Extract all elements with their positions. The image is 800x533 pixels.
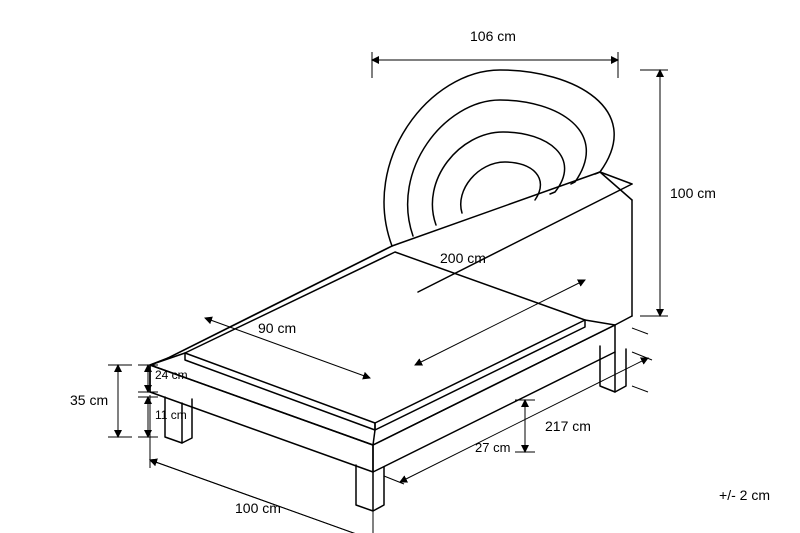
dim-headboard-height: 100 cm (670, 185, 716, 201)
dim-frame-length: 217 cm (545, 418, 591, 434)
diagram-canvas: 106 cm 100 cm 217 cm 27 cm 100 cm 90 cm … (0, 0, 800, 533)
tolerance-note: +/- 2 cm (719, 487, 770, 503)
dim-leg-height: 11 cm (155, 408, 187, 422)
dim-frame-front-width: 100 cm (235, 500, 281, 516)
dim-side-height: 35 cm (70, 392, 108, 408)
dim-headboard-width: 106 cm (470, 28, 516, 44)
bed-drawing (0, 0, 800, 533)
dim-leg-back-height: 27 cm (475, 440, 510, 455)
dim-mattress-width: 90 cm (258, 320, 296, 336)
dim-panel-height: 24 cm (155, 368, 188, 382)
dim-mattress-length: 200 cm (440, 250, 486, 266)
